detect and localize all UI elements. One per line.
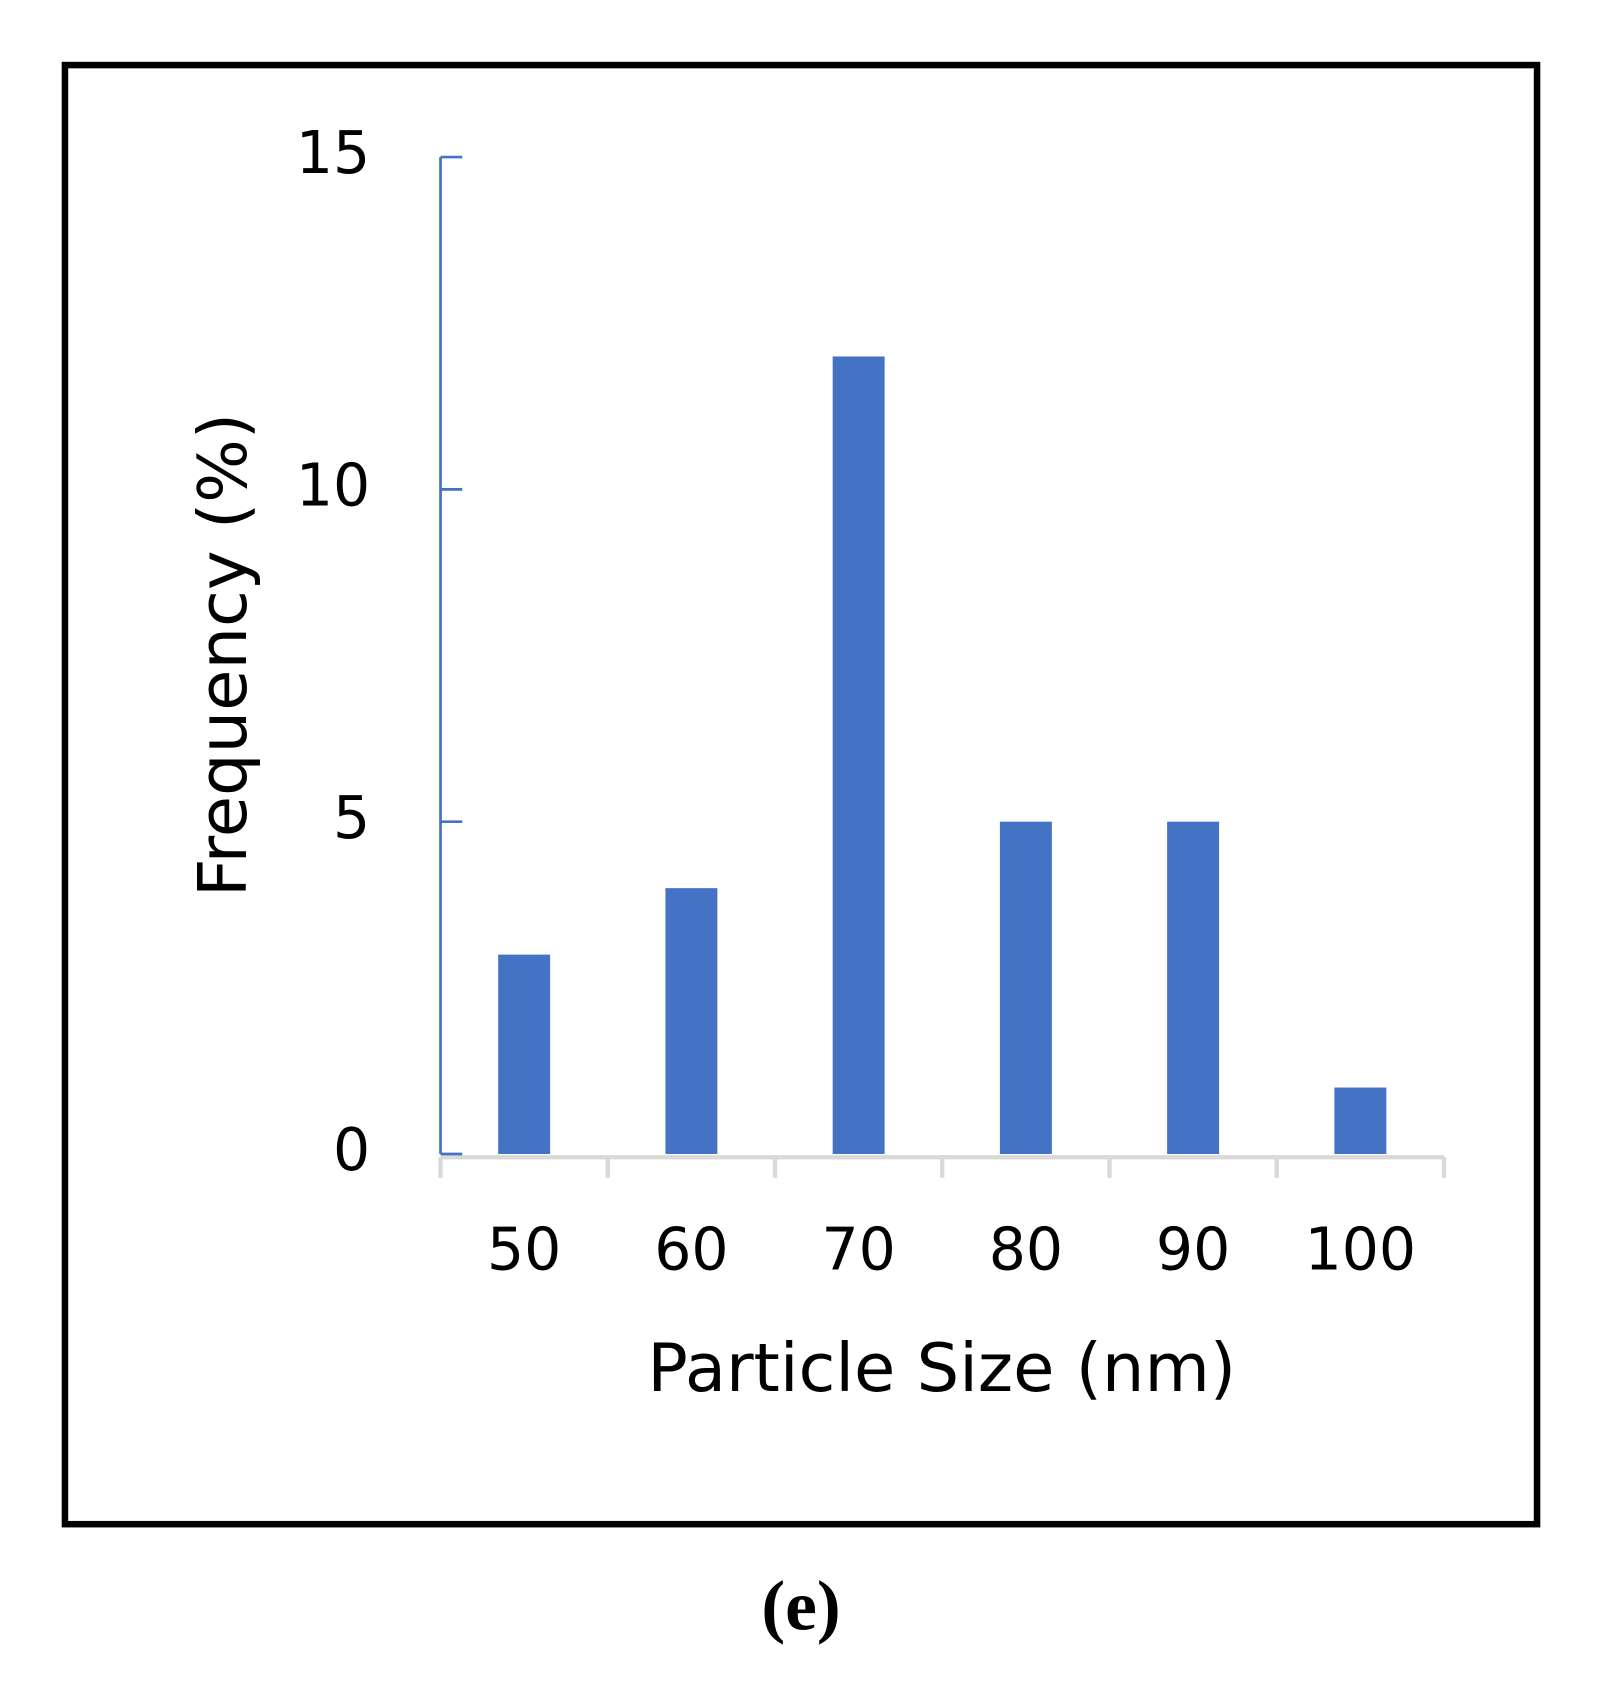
- bar: [999, 821, 1052, 1154]
- x-tick-label: 70: [821, 1216, 895, 1284]
- y-tick-label: 10: [296, 451, 370, 519]
- y-axis-title: Frequency (%): [184, 413, 262, 897]
- caption: (e): [761, 1566, 840, 1645]
- frame: [61, 61, 1541, 1528]
- x-tick-label: 60: [654, 1216, 728, 1284]
- bar: [832, 356, 885, 1154]
- bar: [1167, 821, 1220, 1154]
- bar: [1334, 1087, 1387, 1154]
- y-tick-label: 0: [333, 1116, 370, 1184]
- y-tick-label: 15: [296, 119, 370, 187]
- y-tick-label: 5: [333, 784, 370, 852]
- x-tick-label: 50: [487, 1216, 561, 1284]
- x-tick-label: 80: [989, 1216, 1063, 1284]
- x-tick-label: 90: [1156, 1216, 1230, 1284]
- bar: [665, 888, 718, 1154]
- x-tick-label: 100: [1305, 1216, 1417, 1284]
- x-axis-title: Particle Size (nm): [647, 1329, 1236, 1407]
- bar: [498, 954, 551, 1154]
